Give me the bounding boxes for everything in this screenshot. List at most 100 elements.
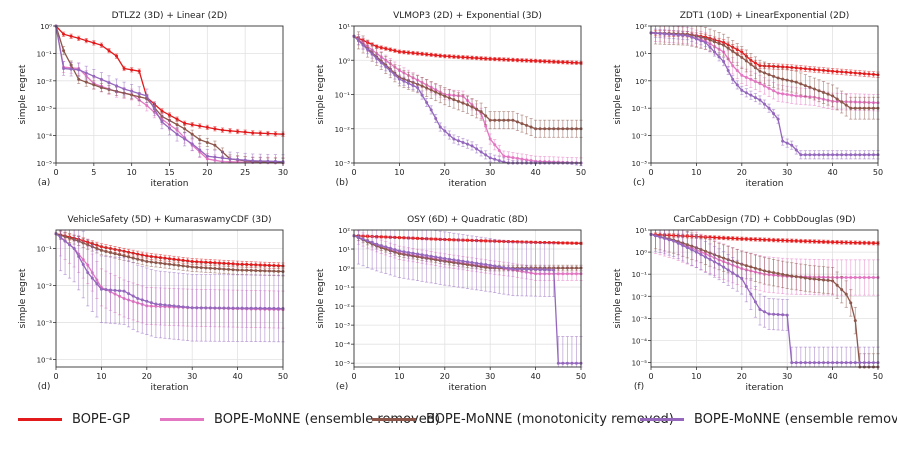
data-point [654,31,658,35]
data-point [168,303,171,307]
data-point [690,248,694,252]
data-point [466,103,469,107]
data-point [515,58,519,62]
data-point [204,266,208,270]
data-point [529,125,533,129]
data-point [831,279,835,283]
data-point [831,361,835,365]
data-point [858,241,862,245]
legend-label-ensemble-2: BOPE-MoNNE (ensemble removed) [694,411,897,427]
data-point [726,46,730,50]
data-point [844,276,848,280]
data-point [858,361,862,365]
data-point [744,59,748,63]
data-point [461,140,465,144]
data-point [213,155,217,159]
y-tick-label: 10⁻³ [632,315,648,323]
data-point [447,54,451,58]
data-point [731,271,735,275]
data-point [744,284,748,288]
data-point [858,153,862,157]
data-point [525,267,529,271]
x-tick-label: 20 [440,372,450,381]
chart-panel: 0 10 20 30 40 50 10⁻³ 10⁻² 10⁻¹ 10⁰ 10¹ 10² ZDT1 (10… [613,11,883,189]
data-point [199,306,203,310]
data-point [470,56,474,60]
x-tick-label: 30 [782,372,792,381]
data-point [867,241,871,245]
data-point [190,123,194,127]
data-point [62,49,66,53]
data-point [163,303,167,307]
y-tick-label: 10⁻¹ [335,92,351,100]
legend-label-ensemble: BOPE-MoNNE (ensemble removed) [214,411,441,427]
data-point [258,306,262,310]
x-tick-label: 20 [440,168,450,177]
data-point [479,110,483,114]
panel-label: (e) [336,382,349,392]
legend-swatch-ensemble [160,417,204,421]
data-point [447,96,451,100]
data-point [547,127,551,131]
y-tick-label: 10⁰ [338,57,350,65]
data-point [867,361,871,365]
data-point [429,108,433,112]
data-point [397,249,401,253]
y-tick-label: 10⁻² [37,78,53,86]
data-point [127,255,131,259]
data-point [92,41,96,45]
x-tick-label: 0 [53,372,58,381]
data-point [565,266,569,270]
data-point [267,269,271,273]
data-point [781,65,785,69]
x-tick-label: 10 [691,168,701,177]
data-point [434,90,438,94]
data-point [853,153,857,157]
data-point [145,94,149,98]
data-point [708,45,712,49]
data-point [108,288,112,292]
legend-label-gp: BOPE-GP [72,411,131,427]
data-point [840,361,844,365]
data-point [438,256,442,260]
x-tick-label: 40 [531,168,541,177]
data-point [812,240,816,244]
data-point [493,143,497,147]
data-point [694,250,698,254]
legend-item-monotonicity: BOPE-MoNNE (monotonicity removed) [372,404,674,434]
data-point [181,264,185,268]
data-point [263,306,267,310]
data-point [812,87,816,91]
y-tick-label: 10⁻³ [37,320,53,328]
data-point [561,241,565,245]
x-axis-label: iteration [448,179,486,189]
data-point [466,260,469,264]
data-point [272,264,276,268]
data-point [570,61,574,65]
data-point [497,57,501,61]
data-point [99,287,103,291]
data-point [493,157,497,161]
data-point [826,278,830,282]
series-group [54,24,285,137]
data-point [466,142,469,146]
data-point [731,49,735,53]
data-point [822,90,826,94]
data-point [429,53,433,57]
y-tick-label: 10⁻⁵ [37,160,53,168]
data-point [366,239,370,243]
data-point [556,266,560,270]
y-tick-label: 10⁻² [632,293,648,301]
data-point [565,241,569,245]
x-tick-label: 20 [737,372,747,381]
data-point [763,102,766,106]
x-tick-label: 0 [648,372,653,381]
data-point [749,265,753,269]
data-point [402,50,406,54]
data-point [190,265,194,269]
data-point [361,237,365,241]
y-axis-label: simple regret [613,268,623,328]
data-point [803,361,807,365]
data-point [461,101,465,105]
data-point [416,86,420,90]
